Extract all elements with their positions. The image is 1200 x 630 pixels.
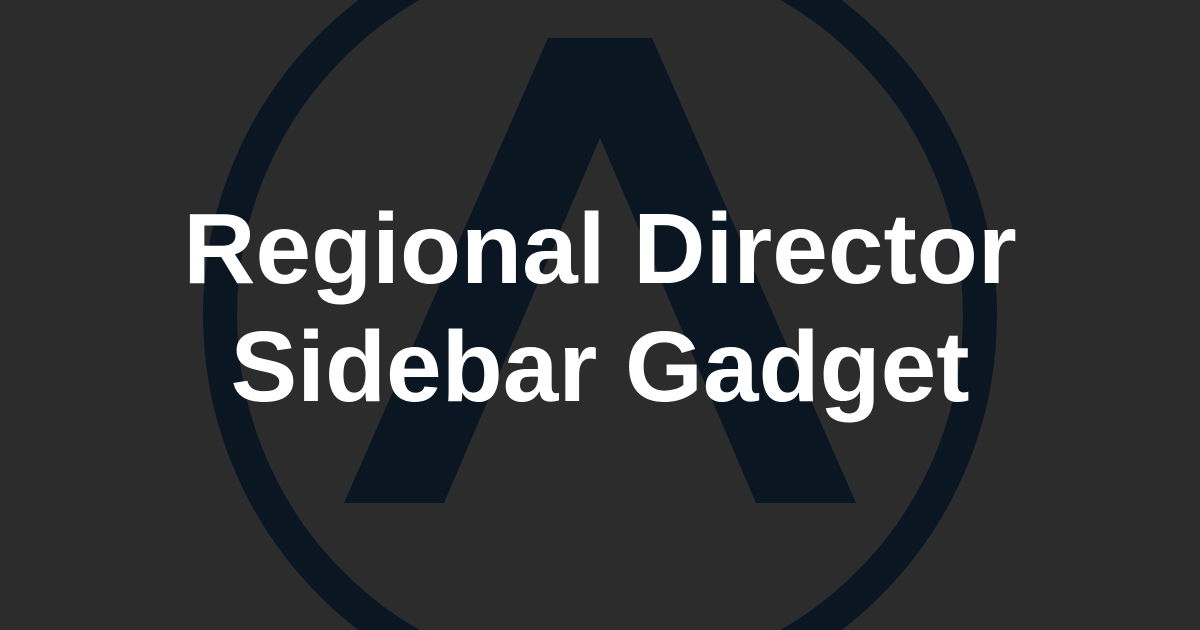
title-line-1: Regional Director	[183, 193, 1017, 305]
title-line-2: Sidebar Gadget	[230, 311, 970, 423]
page-title: Regional Director Sidebar Gadget	[0, 190, 1200, 426]
